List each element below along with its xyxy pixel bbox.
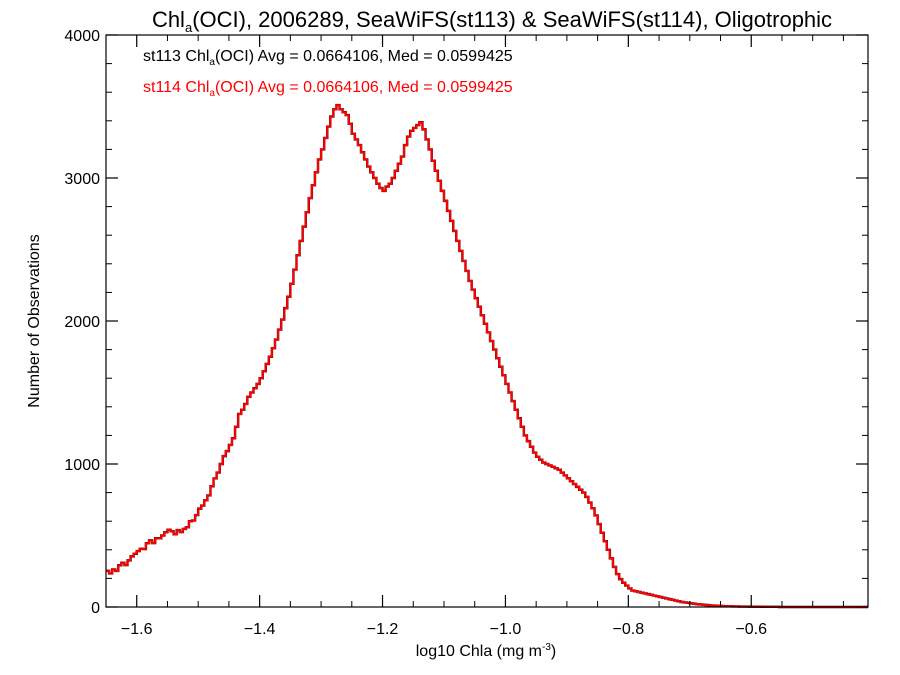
x-tick-label: −1.2	[367, 621, 399, 638]
y-tick-label: 0	[91, 600, 100, 617]
x-tick-label: −0.8	[613, 621, 645, 638]
stats-annotations: st113 Chla(OCI) Avg = 0.0664106, Med = 0…	[143, 48, 513, 99]
histogram-series-st113	[106, 103, 868, 609]
axis-ticks-layer: −1.6 −1.4 −1.2 −1.0 −0.8 −0.6 0 1000 2000 3000 400…	[64, 28, 868, 638]
x-tick-label: −1.4	[244, 621, 276, 638]
chart-title-sub: a	[185, 20, 193, 35]
annotation-st113-suffix: (OCI) Avg = 0.0664106, Med = 0.0599425	[215, 48, 513, 65]
chart-title: Chla(OCI), 2006289, SeaWiFS(st113) & Sea…	[152, 7, 832, 35]
x-tick-label: −1.6	[121, 621, 153, 638]
annotation-st114-suffix: (OCI) Avg = 0.0664106, Med = 0.0599425	[215, 79, 513, 96]
annotation-st113-prefix: st113 Chl	[143, 48, 209, 65]
x-axis-label-sup: -3	[542, 642, 551, 653]
y-tick-label: 4000	[64, 28, 100, 45]
histogram-series-st114	[106, 104, 868, 608]
plot-frame	[105, 34, 869, 608]
histogram-series-layer	[106, 103, 868, 609]
x-axis-label: log10 Chla (mg m-3)	[416, 642, 557, 660]
y-tick-label: 2000	[64, 314, 100, 331]
chart-title-rest: (OCI), 2006289, SeaWiFS(st113) & SeaWiFS…	[192, 7, 832, 32]
x-axis-label-base: log10 Chla (mg m	[416, 643, 542, 660]
chart-title-base: Chl	[152, 7, 185, 32]
x-tick-label: −1.0	[490, 621, 522, 638]
annotation-st114-prefix: st114 Chl	[143, 79, 209, 96]
annotation-st113-sub: a	[209, 57, 215, 68]
annotation-st114: st114 Chla(OCI) Avg = 0.0664106, Med = 0…	[143, 79, 513, 99]
annotation-st113: st113 Chla(OCI) Avg = 0.0664106, Med = 0…	[143, 48, 513, 68]
x-axis-label-close: )	[551, 643, 556, 660]
y-tick-label: 3000	[64, 171, 100, 188]
y-axis-label: Number of Observations	[26, 234, 43, 407]
y-tick-label: 1000	[64, 457, 100, 474]
x-tick-label: −0.6	[735, 621, 767, 638]
annotation-st114-sub: a	[209, 88, 215, 99]
